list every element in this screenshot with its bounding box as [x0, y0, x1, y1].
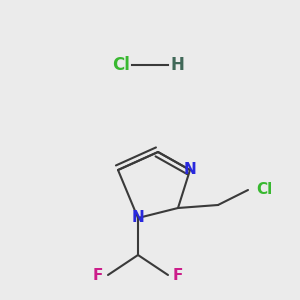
Text: Cl: Cl — [112, 56, 130, 74]
Text: F: F — [93, 268, 103, 283]
Text: F: F — [173, 268, 183, 283]
Text: N: N — [132, 211, 144, 226]
Text: N: N — [184, 163, 196, 178]
Text: Cl: Cl — [256, 182, 272, 197]
Text: H: H — [170, 56, 184, 74]
